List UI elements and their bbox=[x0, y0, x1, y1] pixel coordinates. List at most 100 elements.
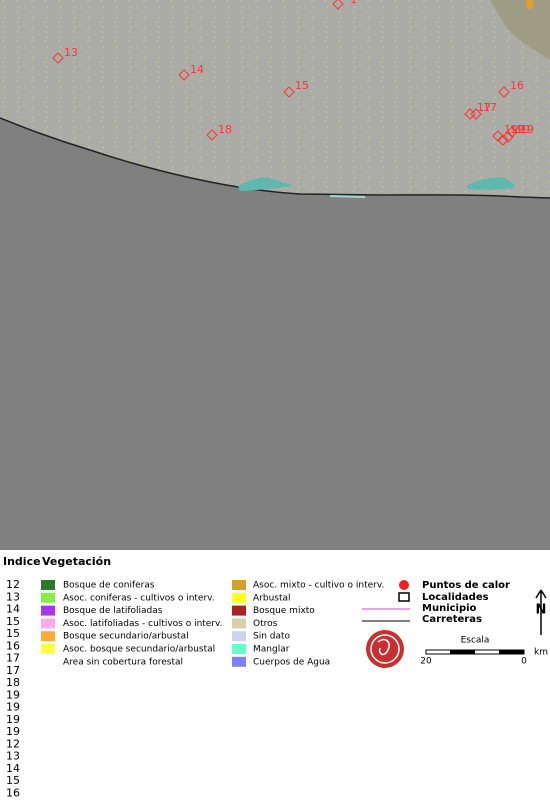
hotspot-marker bbox=[206, 129, 218, 141]
hotspot-label: 15 bbox=[295, 79, 309, 92]
map: 11314151617171819191919 bbox=[0, 0, 550, 550]
vegetation-label: Arbustal bbox=[253, 593, 291, 603]
hotspot-marker bbox=[332, 0, 344, 10]
vegetation-label: Bosque mixto bbox=[253, 606, 315, 616]
lagoon bbox=[466, 177, 515, 190]
vegetation-swatch bbox=[41, 605, 55, 616]
symbol-label: Localidades bbox=[422, 592, 489, 603]
index-item: 13 bbox=[6, 590, 20, 603]
index-item: 12 bbox=[6, 578, 20, 591]
symbol-label: Municipio bbox=[422, 603, 477, 614]
index-item: 19 bbox=[6, 713, 20, 726]
vegetation-header: Vegetación bbox=[42, 555, 111, 568]
index-item: 14 bbox=[6, 762, 20, 775]
index-item: 19 bbox=[6, 688, 20, 701]
scale-unit: km bbox=[534, 648, 548, 658]
scale-segment bbox=[450, 650, 475, 654]
vegetation-swatch bbox=[232, 631, 246, 642]
hotspot-marker bbox=[498, 86, 510, 98]
vegetation-label: Otros bbox=[253, 619, 278, 629]
vegetation-swatch bbox=[41, 631, 55, 642]
hotspots: 11314151617171819191919 bbox=[52, 0, 534, 146]
north-arrow: N bbox=[535, 589, 547, 635]
hotspot-marker bbox=[470, 108, 482, 120]
vegetation-label: Asoc. coniferas - cultivos o interv. bbox=[63, 593, 215, 603]
locality-symbol bbox=[398, 592, 410, 602]
vegetation-column: Bosque de coniferas Asoc. coniferas - cul… bbox=[41, 580, 223, 667]
index-item: 17 bbox=[6, 664, 20, 677]
hotspot-marker bbox=[283, 86, 295, 98]
hotspot-label: 16 bbox=[510, 79, 524, 92]
land bbox=[0, 0, 550, 198]
index-item: 16 bbox=[6, 639, 20, 652]
lagoon bbox=[238, 177, 292, 191]
vegetation-swatch bbox=[232, 580, 246, 590]
hotspot-marker bbox=[178, 69, 190, 81]
symbol-label: Puntos de calor bbox=[422, 580, 510, 591]
north-arrow-shaft bbox=[535, 589, 547, 635]
hotspot-label: 1 bbox=[350, 0, 357, 6]
index-item: 19 bbox=[6, 725, 20, 738]
vegetation-label: Area sin cobertura forestal bbox=[63, 657, 183, 667]
beach bbox=[329, 195, 366, 198]
scale-segment bbox=[499, 650, 524, 654]
hotspot-label: 17 bbox=[483, 101, 497, 114]
hotspot-label: 13 bbox=[64, 46, 78, 59]
index-item: 14 bbox=[6, 603, 20, 616]
vegetation-swatch bbox=[41, 644, 55, 654]
hotspot-marker bbox=[497, 134, 509, 146]
vegetation-label: Cuerpos de Agua bbox=[253, 657, 330, 667]
vegetation-swatch bbox=[41, 592, 55, 603]
hotspot-label: 19 bbox=[520, 123, 534, 136]
hotspot-label: 18 bbox=[218, 123, 232, 136]
vegetation-swatch bbox=[232, 592, 246, 603]
vegetation-swatch bbox=[41, 580, 55, 590]
scale-title: Escala bbox=[461, 636, 490, 646]
index-item: 13 bbox=[6, 750, 20, 763]
hotspot-marker bbox=[502, 131, 514, 143]
vegetation-label: Asoc. bosque secundario/arbustal bbox=[63, 645, 215, 655]
index-header: Indice bbox=[3, 555, 41, 568]
index-item: 17 bbox=[6, 652, 20, 665]
vegetation-label: Asoc. latifoliadas - cultivos o interv. bbox=[63, 619, 223, 629]
vegetation-swatch bbox=[232, 605, 246, 616]
index-item: 16 bbox=[6, 786, 20, 799]
index-item: 19 bbox=[6, 701, 20, 714]
logo-ring bbox=[370, 634, 400, 664]
hotspot-label: 17 bbox=[477, 101, 491, 114]
legend: Indice Vegetación 1213141515161717181919… bbox=[3, 555, 548, 799]
vegetation-column: Asoc. mixto - cultivo o interv. Arbustal B… bbox=[232, 580, 384, 667]
scale-label: 20 bbox=[420, 657, 432, 667]
terrain-patch bbox=[526, 0, 534, 10]
hotspot-marker bbox=[506, 126, 518, 138]
vegetation-label: Bosque secundario/arbustal bbox=[63, 632, 189, 642]
hotspot-label: 19 bbox=[516, 123, 530, 136]
index-item: 15 bbox=[6, 774, 20, 787]
vegetation-swatch bbox=[232, 644, 246, 654]
hotspot-symbol bbox=[399, 580, 409, 590]
vegetation-swatch bbox=[232, 618, 246, 629]
vegetation-label: Manglar bbox=[253, 645, 290, 655]
vegetation-swatch bbox=[41, 618, 55, 629]
vegetation-label: Asoc. mixto - cultivo o interv. bbox=[253, 581, 384, 591]
vegetation-label: Bosque de coniferas bbox=[63, 581, 155, 591]
terrain bbox=[490, 0, 550, 60]
hotspot-marker bbox=[492, 130, 504, 142]
hotspot-label: 19 bbox=[510, 123, 524, 136]
north-label: N bbox=[536, 603, 547, 618]
hotspot-marker bbox=[52, 52, 64, 64]
index-item: 15 bbox=[6, 615, 20, 628]
index-item: 18 bbox=[6, 676, 20, 689]
coastline bbox=[0, 117, 550, 199]
index-item: 15 bbox=[6, 627, 20, 640]
index-item: 12 bbox=[6, 737, 20, 750]
hotspot-label: 14 bbox=[190, 63, 204, 76]
logo bbox=[366, 630, 404, 668]
symbol-label: Carreteras bbox=[422, 614, 482, 625]
vegetation-label: Sin dato bbox=[253, 632, 291, 642]
scale-label: 0 bbox=[521, 657, 527, 667]
vegetation-swatch bbox=[232, 656, 246, 667]
logo-glyph bbox=[377, 638, 390, 656]
